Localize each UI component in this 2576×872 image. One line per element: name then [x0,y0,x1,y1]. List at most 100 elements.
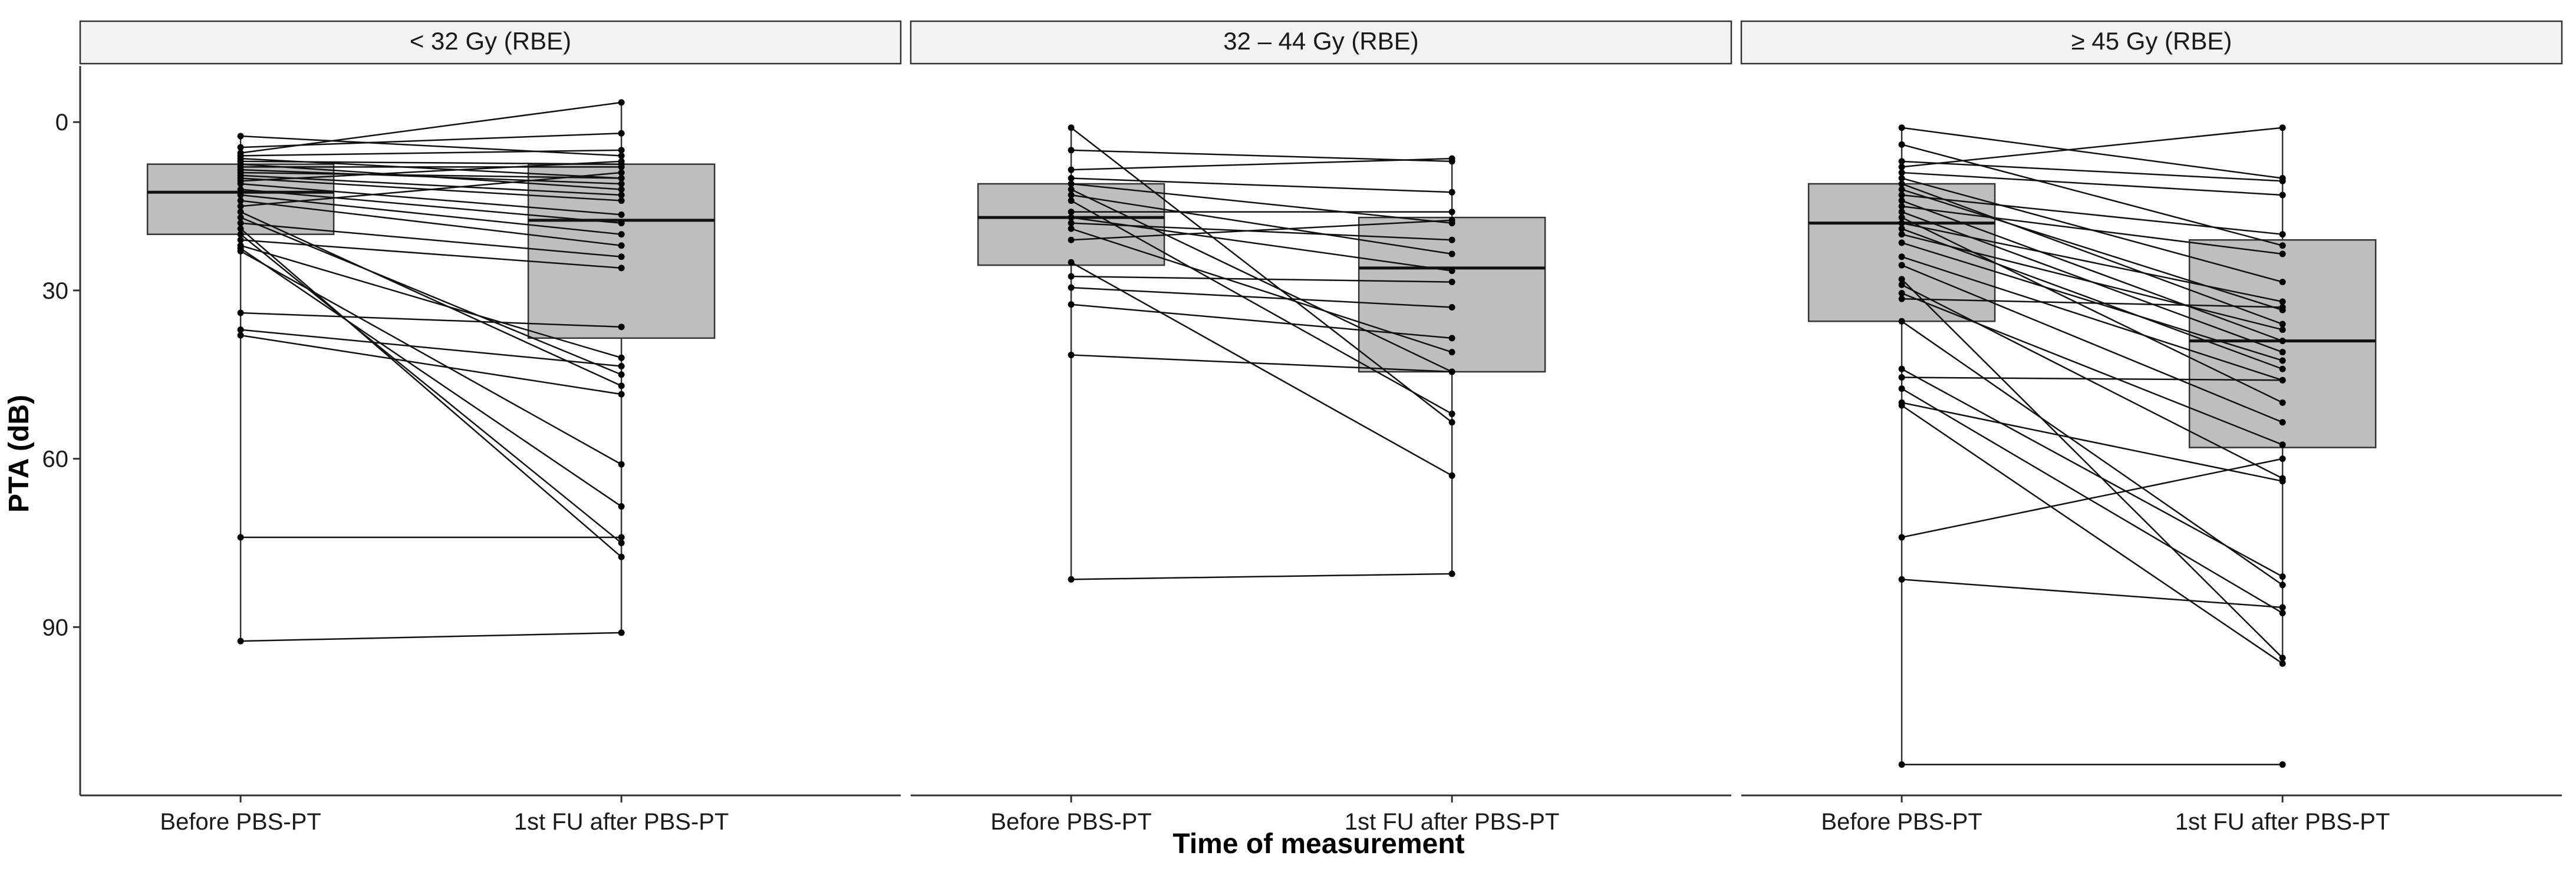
patient-line [240,211,622,387]
data-point [618,158,625,165]
data-point [2279,419,2286,426]
data-point [237,236,244,243]
data-point [1898,534,1905,541]
data-point [1898,209,1905,216]
data-point [1448,410,1455,417]
data-point [1068,351,1075,358]
data-point [1898,158,1905,165]
patient-line [1071,149,1452,163]
data-point [1448,349,1455,356]
facet-label: < 32 Gy (RBE) [410,27,571,55]
data-point [1898,239,1905,246]
patient-line [1902,171,2283,196]
patient-line [1071,222,1452,241]
facet-label: ≥ 45 Gy (RBE) [2071,27,2232,55]
data-point [618,163,625,170]
data-point [2279,250,2286,257]
patient-line [240,101,622,154]
data-point [1448,335,1455,342]
data-point [618,629,625,636]
x-tick-label: Before PBS-PT [1821,809,1982,835]
data-point [618,539,625,546]
data-point [618,147,625,154]
data-point [2279,604,2286,611]
patient-line [1071,286,1452,308]
facet-panel: 32 – 44 Gy (RBE) Before PBS-PT 1st FU afte… [910,20,1732,835]
data-point [1068,576,1075,583]
data-point [1898,290,1905,297]
y-axis: PTA (dB) 0 30 60 90 [4,66,81,795]
patient-line [1070,189,1452,373]
data-point [1068,273,1075,280]
data-point [237,197,244,204]
y-axis-ticks: 0 30 60 90 [42,66,81,795]
patient-line [1901,205,2283,255]
data-point [2279,478,2286,485]
data-point [2279,761,2286,768]
data-point [2279,349,2286,356]
data-point [2279,326,2286,333]
data-point [1898,318,1905,325]
patient-line [240,216,622,375]
patient-line [241,149,622,157]
data-point [237,180,244,187]
data-point [237,332,244,339]
data-point [2279,338,2286,345]
data-point [1448,472,1455,479]
patient-line [1070,262,1452,477]
patient-line [1902,127,2283,168]
facet-label: 32 – 44 Gy (RBE) [1223,27,1418,55]
data-point [2279,321,2286,328]
data-point [1898,214,1905,221]
data-point [1448,570,1455,577]
data-point [618,391,625,398]
patient-line [1070,194,1452,255]
patient-line [240,228,622,558]
data-point [618,371,625,378]
x-tick-label: Before PBS-PT [990,809,1151,835]
patient-line [1901,227,2283,370]
data-point [1068,214,1075,221]
patient-line [241,135,622,157]
data-point [1068,259,1075,266]
patient-line [240,200,622,246]
patient-line [1901,200,2283,342]
patient-line [241,189,622,224]
y-tick-label: 30 [42,278,69,304]
data-point [2279,231,2286,238]
data-point [618,211,625,218]
patient-line [1901,256,2283,381]
data-point [1068,186,1075,193]
data-point [1448,217,1455,224]
patient-line [241,329,622,367]
data-point [1898,174,1905,181]
patient-line [1901,222,2283,303]
patient-line [240,245,622,359]
patient-line [240,233,622,544]
data-point [618,253,625,260]
data-point [618,242,625,249]
patient-line [1071,219,1452,241]
data-point [2279,441,2286,448]
patient-line [241,239,622,269]
patient-line [241,160,622,165]
data-point [618,265,625,272]
patient-line [1071,573,1452,580]
data-point [1898,385,1905,392]
data-point [1898,180,1905,187]
data-point [2279,279,2286,286]
data-point [237,309,244,316]
data-point [1068,174,1075,181]
data-point [2279,242,2286,249]
facet-panels: < 32 Gy (RBE) Before PBS-PT 1st FU after P… [79,20,2563,835]
data-point [1898,365,1905,372]
patient-line [1901,321,2283,586]
data-point [1898,253,1905,260]
patient-line [1071,183,1452,224]
data-point [2279,399,2286,406]
data-point [1898,197,1905,204]
data-point [1068,147,1075,154]
patient-line [1901,368,2283,577]
patient-line [241,632,622,642]
data-point [1898,163,1905,170]
